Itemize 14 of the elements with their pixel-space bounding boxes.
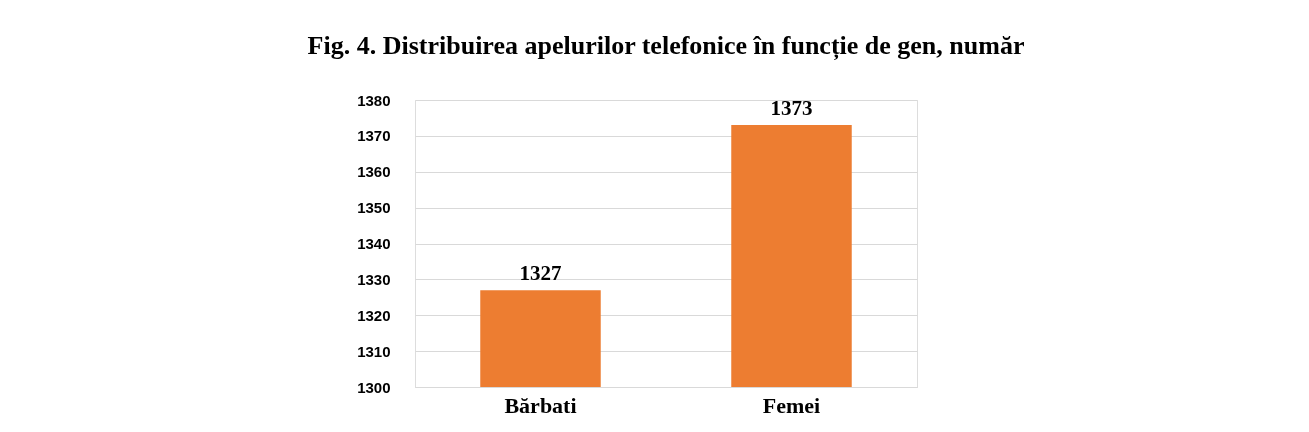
- y-tick-label: 1300: [357, 378, 391, 396]
- y-tick-label: 1310: [357, 342, 391, 360]
- data-label: 1327: [519, 261, 562, 286]
- y-tick-label: 1350: [357, 199, 391, 217]
- y-tick-label: 1330: [357, 270, 391, 288]
- y-tick-label: 1380: [357, 91, 391, 109]
- x-tick-label: Bărbati: [504, 392, 577, 418]
- y-tick-label: 1370: [357, 127, 391, 145]
- chart-title: Fig. 4. Distribuirea apelurilor telefonice în funcție de gen, număr: [307, 31, 1025, 61]
- data-label: 1373: [770, 96, 813, 121]
- y-tick-label: 1320: [357, 306, 391, 324]
- x-tick-label: Femei: [762, 392, 821, 418]
- y-tick-label: 1340: [357, 235, 391, 252]
- y-tick-label: 1360: [357, 163, 391, 181]
